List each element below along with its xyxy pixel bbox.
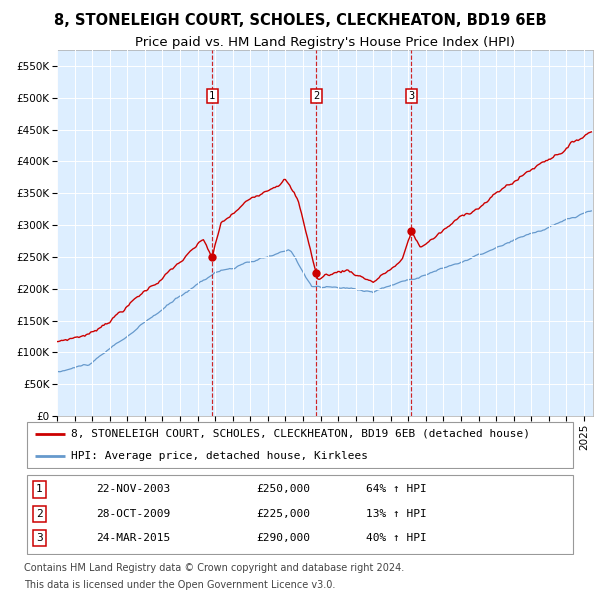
Text: £225,000: £225,000 — [256, 509, 310, 519]
Text: 24-MAR-2015: 24-MAR-2015 — [96, 533, 170, 543]
Text: 1: 1 — [209, 91, 215, 101]
Text: 2: 2 — [313, 91, 319, 101]
Text: 28-OCT-2009: 28-OCT-2009 — [96, 509, 170, 519]
Text: 8, STONELEIGH COURT, SCHOLES, CLECKHEATON, BD19 6EB: 8, STONELEIGH COURT, SCHOLES, CLECKHEATO… — [53, 13, 547, 28]
FancyBboxPatch shape — [27, 475, 572, 554]
Text: 13% ↑ HPI: 13% ↑ HPI — [366, 509, 427, 519]
Title: Price paid vs. HM Land Registry's House Price Index (HPI): Price paid vs. HM Land Registry's House … — [135, 36, 515, 49]
Text: 22-NOV-2003: 22-NOV-2003 — [96, 484, 170, 494]
Text: 2: 2 — [36, 509, 43, 519]
Text: 1: 1 — [36, 484, 43, 494]
Text: 3: 3 — [408, 91, 415, 101]
Text: £250,000: £250,000 — [256, 484, 310, 494]
Text: HPI: Average price, detached house, Kirklees: HPI: Average price, detached house, Kirk… — [71, 451, 368, 461]
FancyBboxPatch shape — [27, 422, 572, 468]
Text: Contains HM Land Registry data © Crown copyright and database right 2024.: Contains HM Land Registry data © Crown c… — [24, 563, 404, 573]
Text: 3: 3 — [36, 533, 43, 543]
Text: 64% ↑ HPI: 64% ↑ HPI — [366, 484, 427, 494]
Text: £290,000: £290,000 — [256, 533, 310, 543]
Text: 40% ↑ HPI: 40% ↑ HPI — [366, 533, 427, 543]
Text: 8, STONELEIGH COURT, SCHOLES, CLECKHEATON, BD19 6EB (detached house): 8, STONELEIGH COURT, SCHOLES, CLECKHEATO… — [71, 429, 530, 439]
Text: This data is licensed under the Open Government Licence v3.0.: This data is licensed under the Open Gov… — [24, 580, 335, 590]
